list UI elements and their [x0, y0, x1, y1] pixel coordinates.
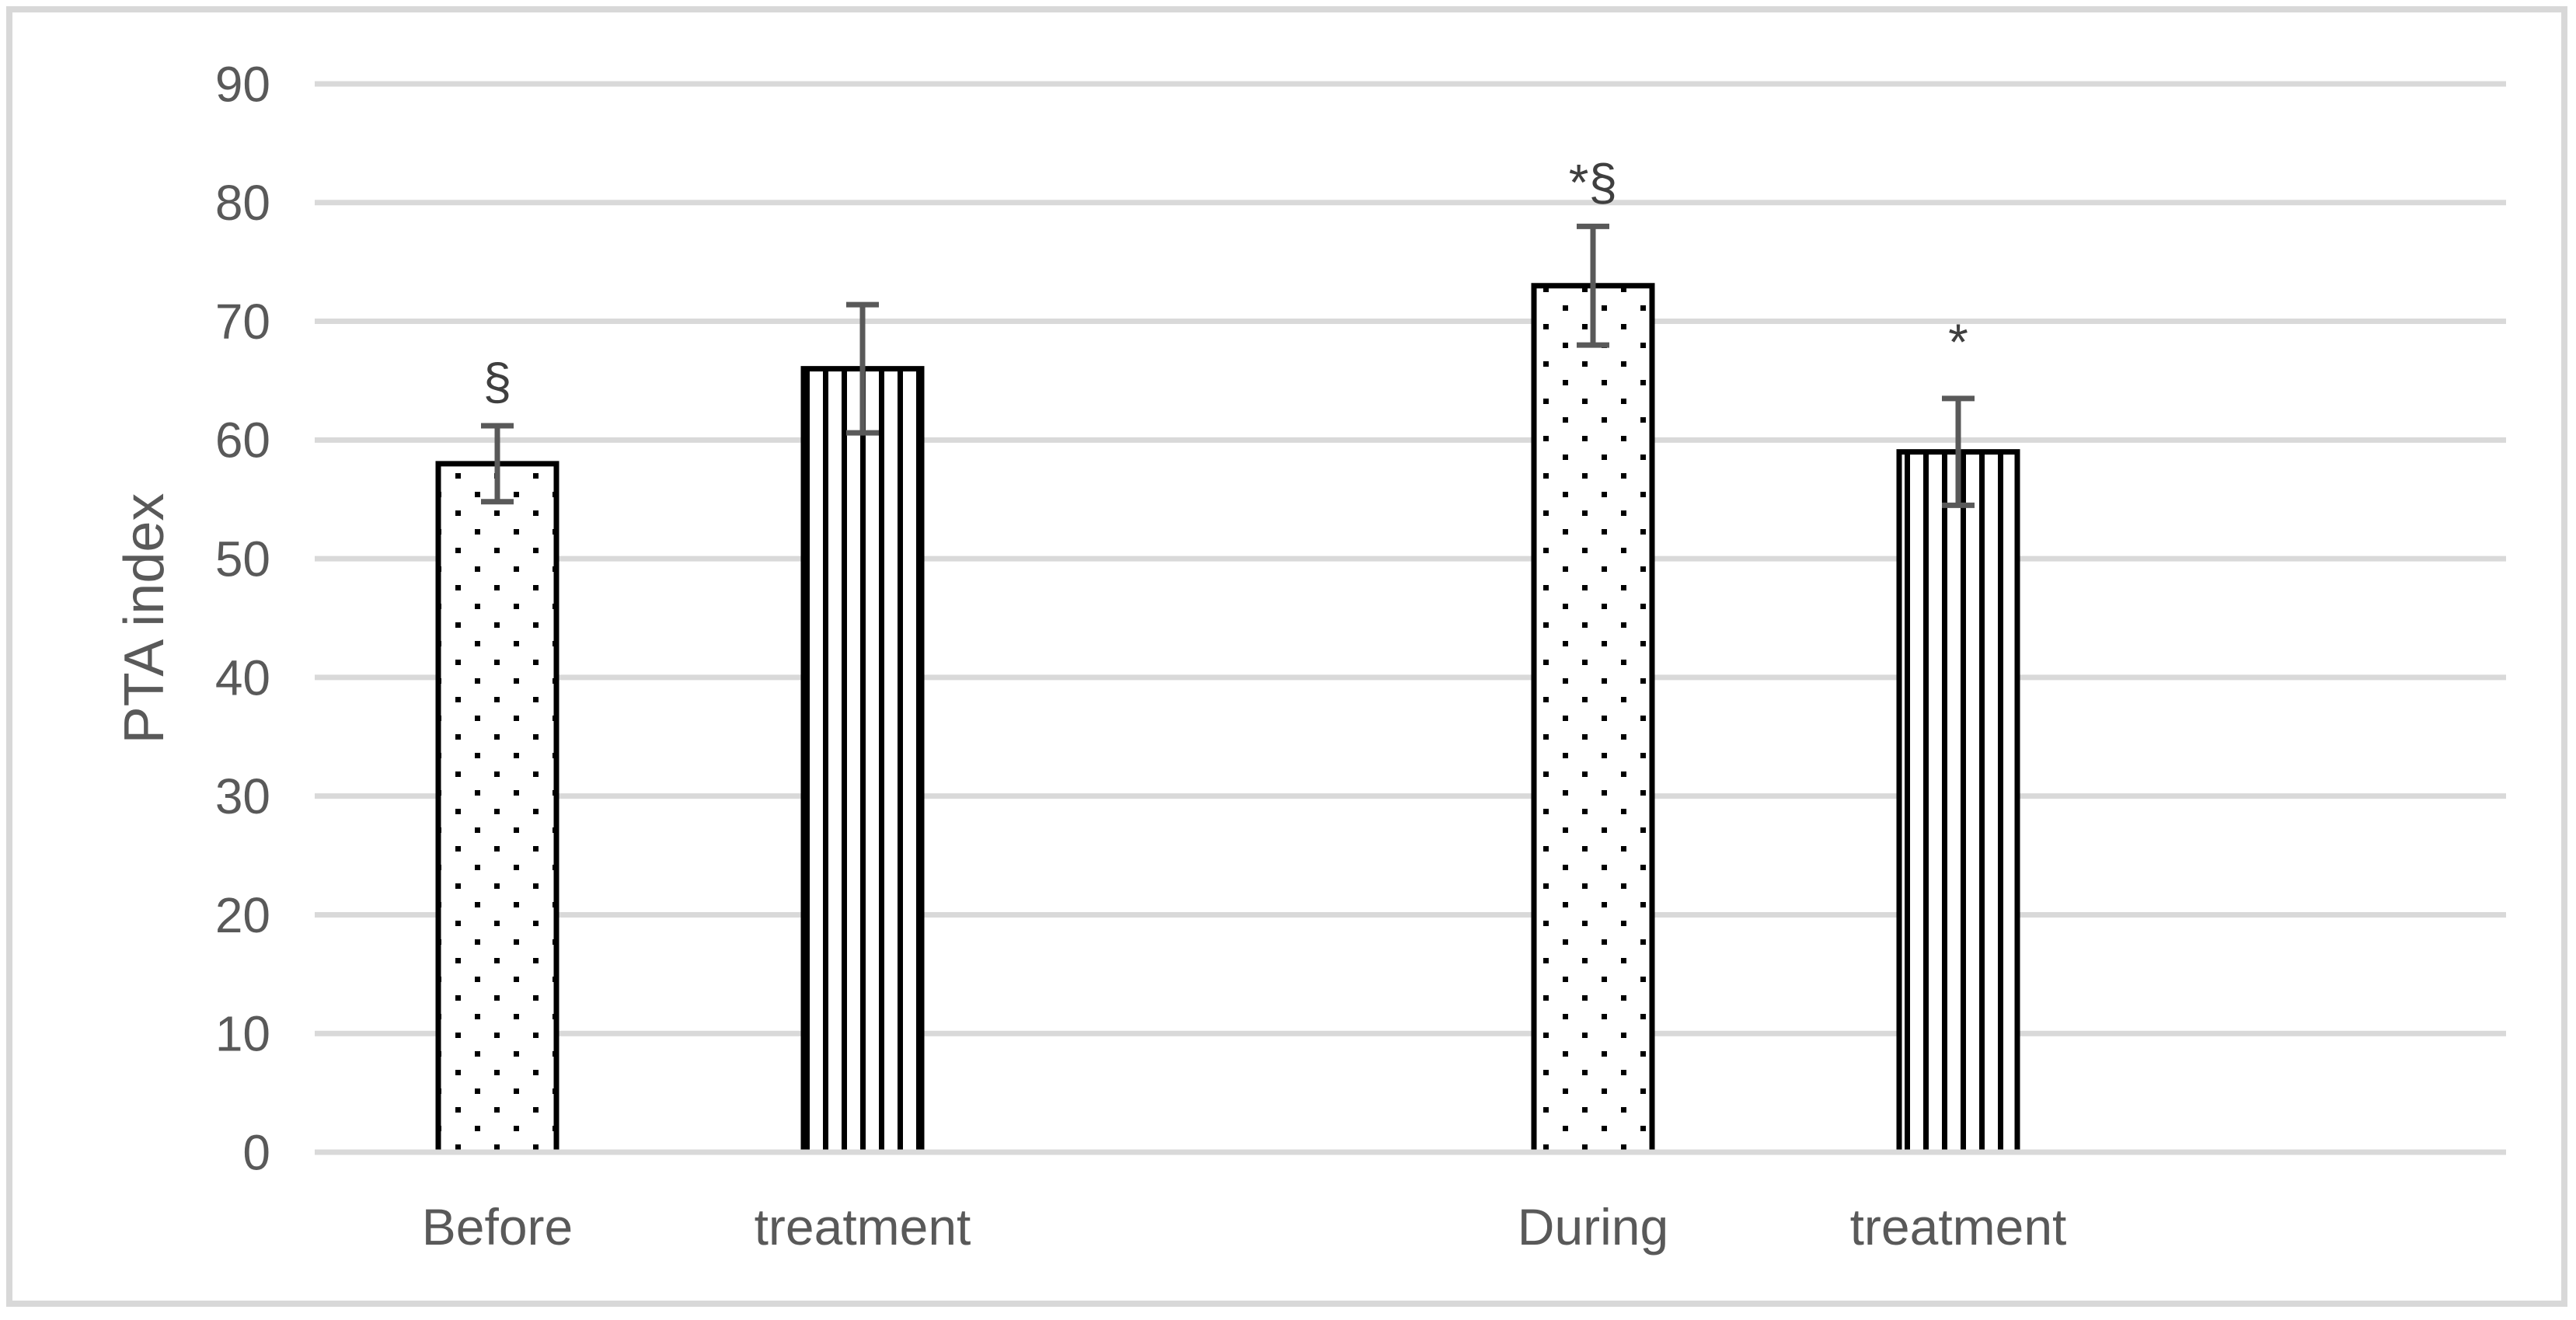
y-tick-label: 70 — [215, 294, 270, 350]
bars — [435, 283, 2020, 1152]
error-bar — [1942, 395, 1975, 508]
error-bar — [846, 301, 879, 436]
error-bar — [481, 423, 514, 505]
x-category-label: treatment — [755, 1198, 971, 1256]
x-category-labels: Before treatment During treatment — [422, 1198, 2067, 1256]
y-tick-label: 30 — [215, 768, 270, 824]
y-axis-title: PTA index — [113, 493, 176, 744]
y-tick-label: 0 — [242, 1124, 270, 1180]
bar — [1531, 283, 1655, 1152]
annotations: § *§ * — [483, 153, 1968, 410]
figure-border — [6, 6, 2567, 1307]
significance-annotation: *§ — [1569, 153, 1617, 211]
y-tick-label: 10 — [215, 1006, 270, 1062]
bar — [435, 461, 559, 1152]
y-tick-label: 40 — [215, 650, 270, 705]
y-tick-labels: 0 10 20 30 40 50 60 70 80 90 — [215, 56, 270, 1180]
x-category-label: During — [1518, 1198, 1668, 1256]
y-tick-label: 80 — [215, 175, 270, 231]
y-tick-label: 60 — [215, 413, 270, 468]
bar — [1896, 449, 2020, 1152]
significance-annotation: * — [1948, 313, 1968, 371]
y-tick-label: 20 — [215, 887, 270, 943]
y-tick-label: 90 — [215, 56, 270, 112]
x-category-label: Before — [422, 1198, 573, 1256]
significance-annotation: § — [483, 353, 512, 410]
error-bars — [481, 223, 1975, 508]
y-tick-label: 50 — [215, 531, 270, 587]
error-bar — [1577, 223, 1609, 348]
x-category-label: treatment — [1850, 1198, 2067, 1256]
gridlines — [315, 81, 2506, 1155]
bar — [800, 366, 925, 1152]
